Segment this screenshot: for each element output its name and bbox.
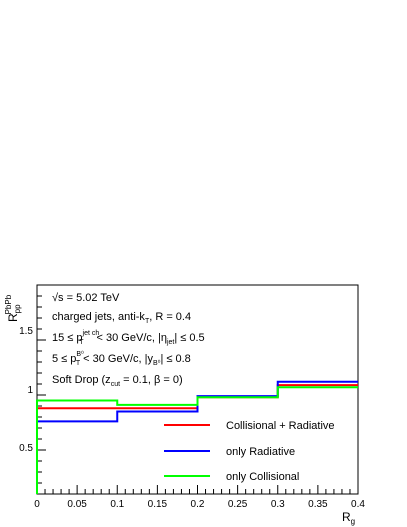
y-tick-labels: 0.5 1 1.5: [19, 326, 33, 454]
x-tick-label: 0.35: [308, 499, 328, 510]
series-line-only-collisional: [36, 386, 358, 494]
x-axis-ticks: [36, 485, 359, 494]
x-tick-labels: 0 0.05 0.1 0.15 0.2 0.25 0.3 0.35 0.4: [34, 499, 365, 510]
svg-text:RppPbPb: RppPbPb: [4, 294, 22, 322]
legend: Collisional + Radiative only Radiative o…: [164, 420, 335, 483]
y-axis-title: RppPbPb: [4, 294, 22, 322]
series-layer: [36, 380, 358, 494]
annotation-b0-pt: 5 ≤ pB⁰ T < 30 GeV/c, |yB⁰| ≤ 0.8: [52, 350, 191, 367]
annotation-jets: charged jets, anti-kT, R = 0.4: [52, 311, 191, 325]
x-axis-title: Rg: [342, 510, 355, 526]
legend-label: only Collisional: [226, 471, 299, 483]
x-tick-label: 0.25: [228, 499, 248, 510]
y-tick-label: 1.5: [19, 326, 33, 337]
annotation-energy: √s = 5.02 TeV: [52, 292, 120, 304]
x-tick-label: 0: [34, 499, 40, 510]
x-tick-label: 0.1: [110, 499, 124, 510]
x-tick-label: 0.15: [148, 499, 168, 510]
legend-label: only Radiative: [226, 446, 295, 458]
y-tick-label: 0.5: [19, 443, 33, 454]
x-tick-label: 0.05: [67, 499, 87, 510]
annotation-block: √s = 5.02 TeV charged jets, anti-kT, R =…: [52, 292, 205, 388]
x-tick-label: 0.2: [191, 499, 205, 510]
y-tick-label: 1: [27, 385, 33, 396]
annotation-softdrop: Soft Drop (zcut = 0.1, β = 0): [52, 374, 183, 388]
x-tick-label: 0.3: [271, 499, 285, 510]
legend-label: Collisional + Radiative: [226, 420, 335, 432]
y-axis-ticks: [37, 284, 46, 495]
annotation-jet-pt: 15 ≤ pjet ch T < 30 GeV/c, |ηjet| ≤ 0.5: [52, 330, 205, 346]
x-tick-label: 0.4: [351, 499, 365, 510]
